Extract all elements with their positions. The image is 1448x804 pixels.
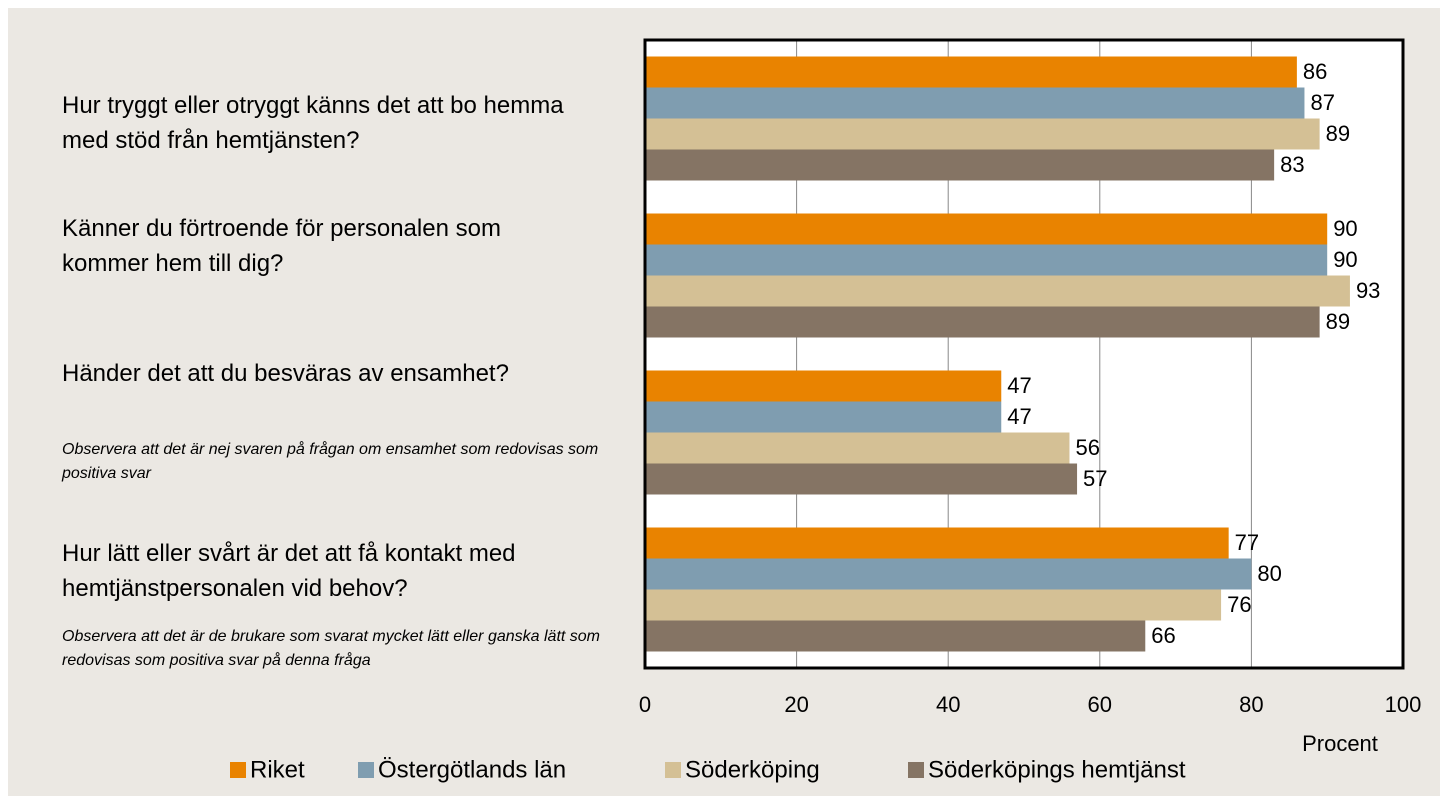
- data-label: 89: [1326, 121, 1350, 146]
- category-label: Känner du förtroende för personalen som …: [62, 215, 501, 277]
- legend-swatch: [908, 762, 924, 778]
- annotation: Observera att det är de brukare som svar…: [62, 628, 600, 669]
- legend-label: Riket: [250, 756, 305, 783]
- bar: [645, 56, 1297, 88]
- category-label: Händer det att du besväras av ensamhet?: [62, 360, 509, 387]
- bar: [645, 213, 1328, 245]
- annotation: Observera att det är nej svaren på fråga…: [62, 441, 599, 482]
- x-tick-label: 80: [1239, 692, 1263, 717]
- x-tick-label: 60: [1088, 692, 1112, 717]
- bar: [645, 401, 1002, 433]
- bar: [645, 306, 1320, 338]
- category-label: Hur lätt eller svårt är det att få konta…: [62, 540, 516, 602]
- data-label: 47: [1007, 404, 1031, 429]
- data-label: 66: [1151, 623, 1175, 648]
- data-label: 56: [1075, 435, 1099, 460]
- plot-border: [643, 38, 1405, 670]
- data-label: 90: [1333, 247, 1357, 272]
- bar: [645, 275, 1350, 307]
- legend-label: Östergötlands län: [378, 756, 566, 783]
- x-tick-label: 0: [639, 692, 651, 717]
- x-axis-label: Procent: [1302, 731, 1378, 756]
- data-label: 80: [1257, 561, 1281, 586]
- legend-swatch: [230, 762, 246, 778]
- data-label: 89: [1326, 309, 1350, 334]
- bar: [645, 558, 1252, 590]
- data-label: 83: [1280, 152, 1304, 177]
- data-label: 86: [1303, 59, 1327, 84]
- data-label: 87: [1310, 90, 1334, 115]
- legend-label: Söderköping: [685, 756, 820, 783]
- bar: [645, 589, 1222, 621]
- data-label: 90: [1333, 216, 1357, 241]
- legend-label: Söderköpings hemtjänst: [928, 756, 1186, 783]
- x-tick-label: 100: [1385, 692, 1422, 717]
- bar: [645, 370, 1002, 402]
- bar: [645, 620, 1146, 652]
- bar: [645, 432, 1070, 464]
- x-tick-label: 40: [936, 692, 960, 717]
- bar: [645, 527, 1229, 559]
- data-label: 76: [1227, 592, 1251, 617]
- bar: [645, 87, 1305, 119]
- category-label: Hur tryggt eller otryggt känns det att b…: [62, 92, 564, 154]
- bar: [645, 463, 1078, 495]
- legend-swatch: [665, 762, 681, 778]
- bar: [645, 244, 1328, 276]
- data-label: 93: [1356, 278, 1380, 303]
- x-tick-label: 20: [784, 692, 808, 717]
- bar: [645, 118, 1320, 150]
- data-label: 57: [1083, 466, 1107, 491]
- legend-swatch: [358, 762, 374, 778]
- data-label: 77: [1235, 530, 1259, 555]
- bar: [645, 149, 1275, 181]
- data-label: 47: [1007, 373, 1031, 398]
